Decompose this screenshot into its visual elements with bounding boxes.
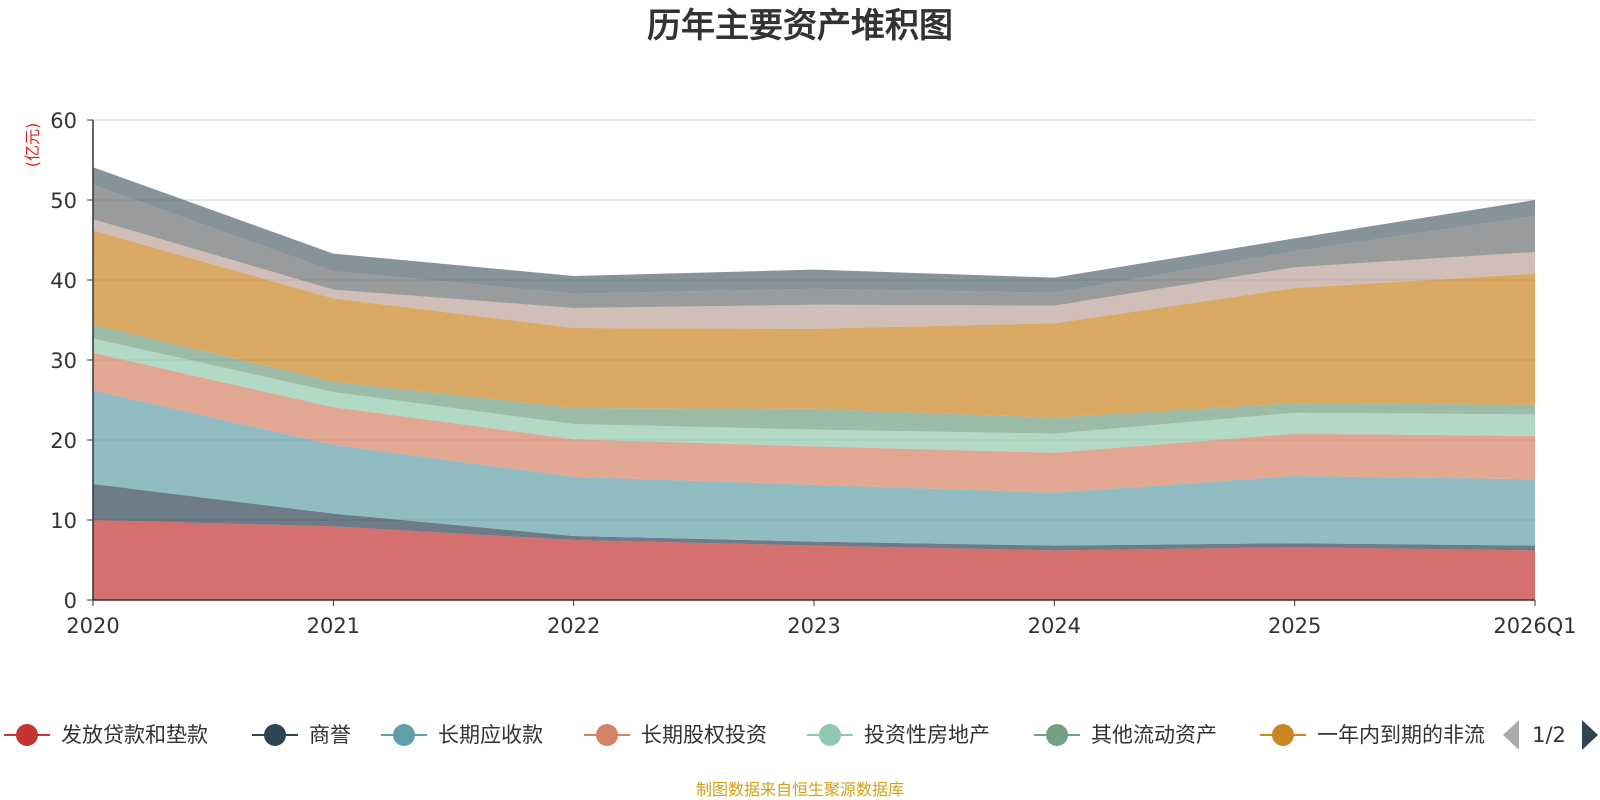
x-tick-label: 2025: [1268, 614, 1321, 638]
y-axis-unit-label: (亿元): [23, 123, 42, 168]
legend-label: 一年内到期的非流: [1317, 723, 1485, 747]
legend-item[interactable]: 商誉: [252, 723, 351, 747]
y-tick-label: 10: [50, 509, 77, 533]
legend-label: 长期应收款: [438, 723, 543, 747]
legend-page-indicator: 1/2: [1532, 723, 1566, 747]
x-tick-label: 2023: [787, 614, 840, 638]
y-tick-label: 0: [64, 589, 77, 613]
area-series-3: [93, 390, 1535, 546]
legend-label: 发放贷款和垫款: [61, 723, 208, 747]
area-series-8: [93, 219, 1535, 329]
y-tick-label: 50: [50, 189, 77, 213]
chart-title: 历年主要资产堆积图: [647, 6, 953, 46]
legend-circle-icon: [16, 724, 38, 746]
legend[interactable]: 发放贷款和垫款 商誉 长期应收款 长期股权投资 投资性房地产 其他流动资产 一年内到期的非流: [4, 723, 1485, 747]
legend-label: 长期股权投资: [641, 723, 767, 747]
legend-circle-icon: [393, 724, 415, 746]
area-series-5: [93, 338, 1535, 453]
legend-next-page-icon[interactable]: [1582, 720, 1598, 750]
legend-circle-icon: [596, 724, 618, 746]
area-series-7: [93, 230, 1535, 418]
area-series-9: [93, 184, 1535, 308]
y-tick-label: 40: [50, 269, 77, 293]
legend-pager[interactable]: 1/2: [1503, 720, 1598, 750]
legend-item[interactable]: 长期股权投资: [584, 723, 767, 747]
area-series-4: [93, 352, 1535, 493]
legend-label: 投资性房地产: [864, 723, 990, 747]
legend-prev-page-icon[interactable]: [1503, 720, 1519, 750]
legend-circle-icon: [1272, 724, 1294, 746]
legend-item[interactable]: 长期应收款: [381, 723, 543, 747]
legend-item[interactable]: 投资性房地产: [807, 723, 990, 747]
y-tick-label: 60: [50, 109, 77, 133]
x-tick-label: 2026Q1: [1493, 614, 1576, 638]
area-series-1: [93, 520, 1535, 600]
legend-circle-icon: [264, 724, 286, 746]
x-tick-label: 2024: [1028, 614, 1081, 638]
y-tick-label: 20: [50, 429, 77, 453]
legend-item[interactable]: 发放贷款和垫款: [4, 723, 208, 747]
x-tick-label: 2022: [547, 614, 600, 638]
legend-label: 其他流动资产: [1091, 723, 1217, 747]
legend-circle-icon: [1046, 724, 1068, 746]
x-tick-label: 2020: [66, 614, 119, 638]
y-tick-label: 30: [50, 349, 77, 373]
area-series-6: [93, 324, 1535, 434]
data-source-note: 制图数据来自恒生聚源数据库: [696, 780, 904, 799]
x-tick-label: 2021: [307, 614, 360, 638]
area-series-10: [93, 167, 1535, 294]
legend-label: 商誉: [309, 723, 351, 747]
area-series-group: [93, 167, 1535, 600]
legend-item[interactable]: 一年内到期的非流: [1260, 723, 1485, 747]
axes: 0 10 20 30 40 50 60 2020 2021 2022 2023 2024 2025 202…: [50, 109, 1576, 638]
legend-item[interactable]: 其他流动资产: [1034, 723, 1217, 747]
legend-circle-icon: [819, 724, 841, 746]
